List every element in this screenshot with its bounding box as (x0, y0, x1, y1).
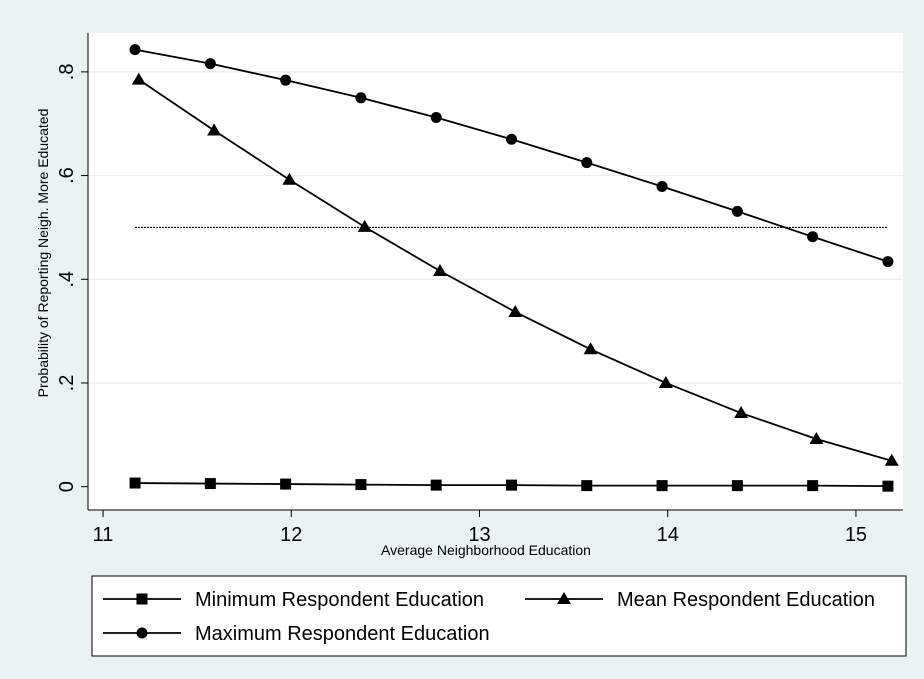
legend-items: Minimum Respondent Education Mean Respond… (103, 589, 875, 645)
point-circle-9 (807, 231, 819, 243)
plot-area (88, 33, 903, 510)
point-circle-2 (280, 74, 292, 86)
legend: Minimum Respondent Education Mean Respond… (91, 575, 907, 657)
legend-marker-square (136, 593, 148, 605)
x-tick-label-2: 13 (468, 524, 490, 546)
legend-box (91, 575, 907, 657)
legend-label-circle: Maximum Respondent Education (195, 623, 490, 645)
point-circle-6 (581, 157, 593, 169)
point-circle-0 (129, 44, 141, 56)
x-tick-label-1: 12 (280, 524, 302, 546)
legend-label-triangle: Mean Respondent Education (617, 589, 875, 611)
point-circle-8 (731, 205, 743, 217)
point-triangle-6 (583, 342, 598, 355)
point-square-3 (355, 479, 367, 491)
point-triangle-10 (884, 453, 899, 466)
y-tick-label-2: .4 (56, 271, 78, 288)
gridlines (88, 71, 903, 384)
series-circle (129, 44, 894, 268)
legend-item-triangle: Mean Respondent Education (525, 589, 875, 611)
point-square-7 (656, 480, 668, 492)
x-axis-ticks: 11 12 13 14 15 (93, 510, 867, 546)
point-square-1 (204, 478, 216, 490)
point-triangle-5 (508, 304, 523, 317)
series-triangle (131, 72, 899, 466)
point-square-5 (505, 479, 517, 491)
point-triangle-7 (658, 375, 673, 388)
legend-marker-triangle (557, 592, 571, 604)
point-square-8 (731, 480, 743, 492)
y-tick-label-3: .6 (56, 167, 78, 184)
y-axis-ticks: 0 .2 .4 .6 .8 (56, 64, 88, 492)
point-circle-10 (882, 256, 894, 268)
point-square-0 (129, 477, 141, 489)
point-circle-3 (355, 92, 367, 104)
x-tick-label-4: 15 (845, 524, 867, 546)
x-axis-title: Average Neighborhood Education (381, 542, 591, 558)
point-square-2 (280, 478, 292, 490)
x-tick-label-3: 14 (657, 524, 679, 546)
point-circle-1 (204, 58, 216, 70)
legend-label-square: Minimum Respondent Education (195, 589, 484, 611)
point-triangle-4 (432, 263, 447, 276)
series-square (129, 477, 894, 492)
y-tick-label-0: 0 (56, 481, 78, 492)
point-triangle-2 (282, 172, 297, 185)
legend-item-square: Minimum Respondent Education (103, 589, 484, 611)
point-triangle-8 (734, 406, 749, 419)
point-circle-5 (505, 133, 517, 145)
point-triangle-1 (207, 123, 222, 136)
point-circle-4 (430, 112, 442, 124)
point-triangle-0 (131, 72, 146, 85)
y-tick-label-1: .2 (56, 375, 78, 392)
legend-marker-circle (136, 627, 148, 639)
point-triangle-9 (809, 431, 824, 444)
x-tick-label-0: 11 (93, 524, 114, 546)
point-square-4 (430, 479, 442, 491)
y-tick-label-4: .8 (56, 64, 78, 81)
legend-item-circle: Maximum Respondent Education (103, 623, 490, 645)
point-square-6 (581, 480, 593, 492)
y-axis-title: Probability of Reporting Neigh. More Edu… (35, 109, 51, 398)
point-square-9 (807, 480, 819, 492)
point-triangle-3 (357, 219, 372, 232)
point-square-10 (882, 480, 894, 492)
series-layer (129, 44, 899, 492)
point-circle-7 (656, 180, 668, 192)
